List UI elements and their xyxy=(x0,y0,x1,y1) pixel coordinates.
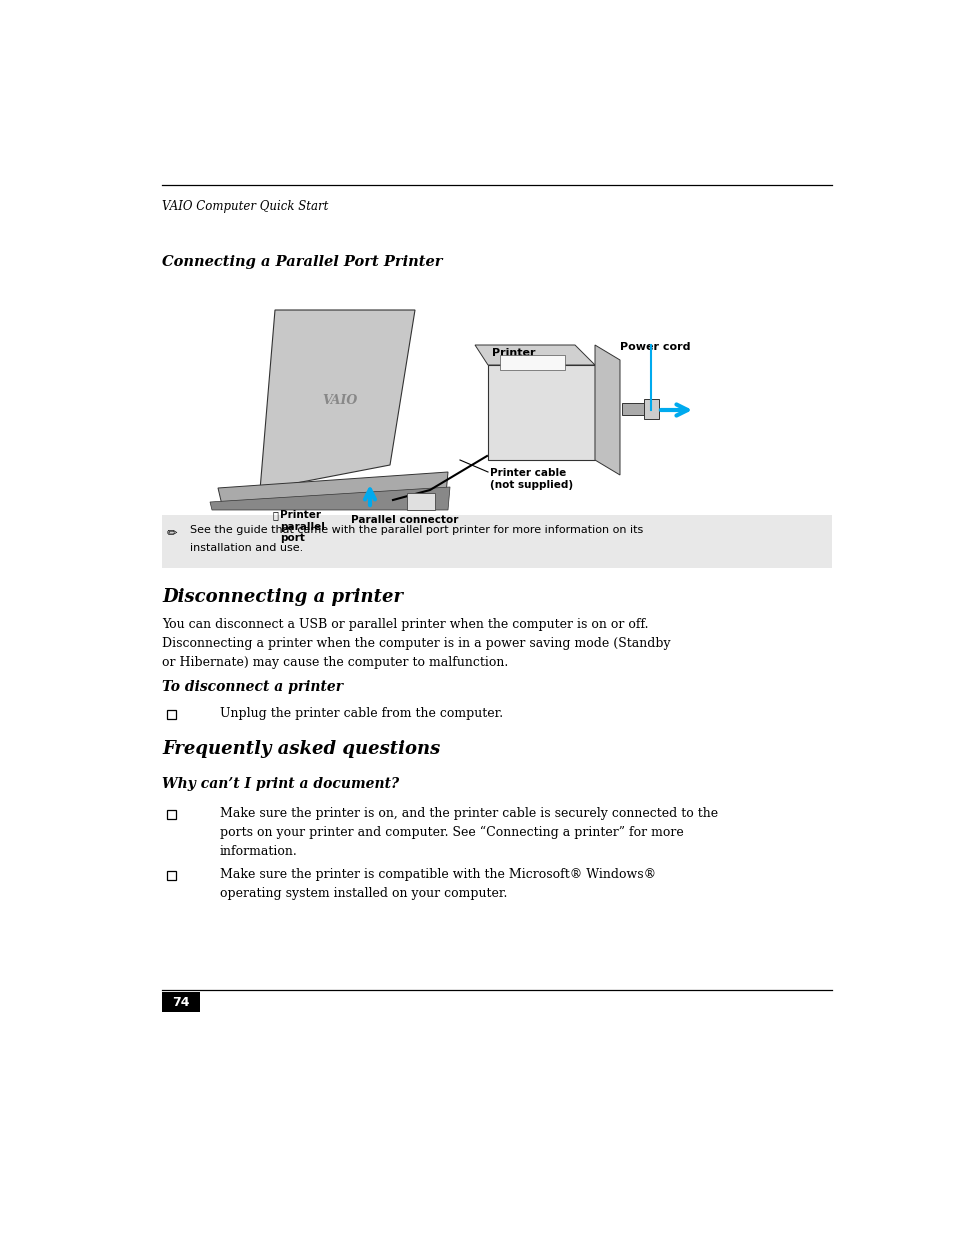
Text: 74: 74 xyxy=(172,995,190,1009)
Text: information.: information. xyxy=(220,845,297,858)
Text: Printer cable
(not supplied): Printer cable (not supplied) xyxy=(490,468,573,489)
Text: Connecting a Parallel Port Printer: Connecting a Parallel Port Printer xyxy=(162,254,442,269)
Text: Disconnecting a printer when the computer is in a power saving mode (Standby: Disconnecting a printer when the compute… xyxy=(162,637,670,650)
Bar xyxy=(162,992,200,1011)
Polygon shape xyxy=(488,366,595,459)
Text: installation and use.: installation and use. xyxy=(190,543,303,553)
Text: See the guide that came with the parallel port printer for more information on i: See the guide that came with the paralle… xyxy=(190,525,642,535)
Polygon shape xyxy=(218,472,448,505)
Polygon shape xyxy=(595,345,619,475)
Text: ⎙: ⎙ xyxy=(272,510,277,520)
Text: Make sure the printer is on, and the printer cable is securely connected to the: Make sure the printer is on, and the pri… xyxy=(220,806,718,820)
Text: VAIO Computer Quick Start: VAIO Computer Quick Start xyxy=(162,200,328,212)
Text: ports on your printer and computer. See “Connecting a printer” for more: ports on your printer and computer. See … xyxy=(220,826,683,840)
Text: To disconnect a printer: To disconnect a printer xyxy=(162,680,343,694)
Bar xyxy=(162,515,831,568)
Bar xyxy=(167,710,175,719)
Polygon shape xyxy=(260,310,415,490)
Bar xyxy=(499,354,564,370)
Polygon shape xyxy=(210,487,450,510)
Text: Printer: Printer xyxy=(492,348,535,358)
Text: or Hibernate) may cause the computer to malfunction.: or Hibernate) may cause the computer to … xyxy=(162,656,508,669)
Bar xyxy=(167,871,175,881)
Text: Disconnecting a printer: Disconnecting a printer xyxy=(162,588,402,606)
Text: Parallel connector: Parallel connector xyxy=(351,515,458,525)
Text: Make sure the printer is compatible with the Microsoft® Windows®: Make sure the printer is compatible with… xyxy=(220,868,656,881)
Bar xyxy=(167,810,175,819)
Polygon shape xyxy=(407,493,435,510)
Text: operating system installed on your computer.: operating system installed on your compu… xyxy=(220,887,507,900)
Text: Why can’t I print a document?: Why can’t I print a document? xyxy=(162,777,398,790)
Text: Printer
parallel
port: Printer parallel port xyxy=(280,510,325,543)
Text: Power cord: Power cord xyxy=(619,342,690,352)
Text: You can disconnect a USB or parallel printer when the computer is on or off.: You can disconnect a USB or parallel pri… xyxy=(162,618,648,631)
Text: ✏: ✏ xyxy=(167,527,177,540)
Text: Frequently asked questions: Frequently asked questions xyxy=(162,740,439,758)
Text: Unplug the printer cable from the computer.: Unplug the printer cable from the comput… xyxy=(220,706,502,720)
Polygon shape xyxy=(475,345,595,366)
Bar xyxy=(643,399,659,419)
Bar xyxy=(621,403,643,415)
Text: VAIO: VAIO xyxy=(322,394,357,406)
